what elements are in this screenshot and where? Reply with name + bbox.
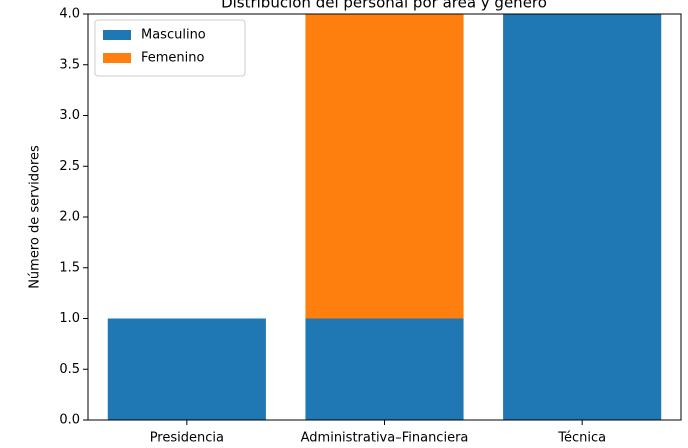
y-tick-label: 1.5 (59, 260, 80, 275)
bar-segment (107, 318, 266, 420)
bar-segment (503, 14, 662, 420)
x-tick-label: Técnica (557, 431, 606, 446)
y-tick-label: 2.5 (59, 159, 80, 174)
y-tick-label: 2.0 (59, 210, 80, 225)
legend-swatch (103, 53, 131, 63)
y-tick-label: 3.0 (59, 108, 80, 123)
legend-box (94, 19, 246, 77)
x-tick-label: Presidencia (150, 431, 224, 446)
y-tick-label: 4.0 (59, 7, 80, 22)
legend-label: Masculino (141, 28, 206, 43)
y-tick-label: 3.5 (59, 57, 80, 72)
y-tick-label: 0.0 (59, 413, 80, 428)
bar-segment (305, 318, 464, 420)
legend: Masculino Femenino (94, 19, 246, 77)
legend-swatch (103, 30, 131, 40)
y-tick-label: 1.0 (59, 311, 80, 326)
bar-segment (305, 14, 464, 319)
chart-title: Distribución del personal por área y gén… (221, 0, 547, 12)
y-tick-label: 0.5 (59, 362, 80, 377)
plot-frame (87, 13, 682, 421)
x-tick-label: Administrativa–Financiera (301, 431, 469, 446)
legend-label: Femenino (141, 51, 205, 66)
y-axis-label: Número de servidores (28, 145, 43, 289)
